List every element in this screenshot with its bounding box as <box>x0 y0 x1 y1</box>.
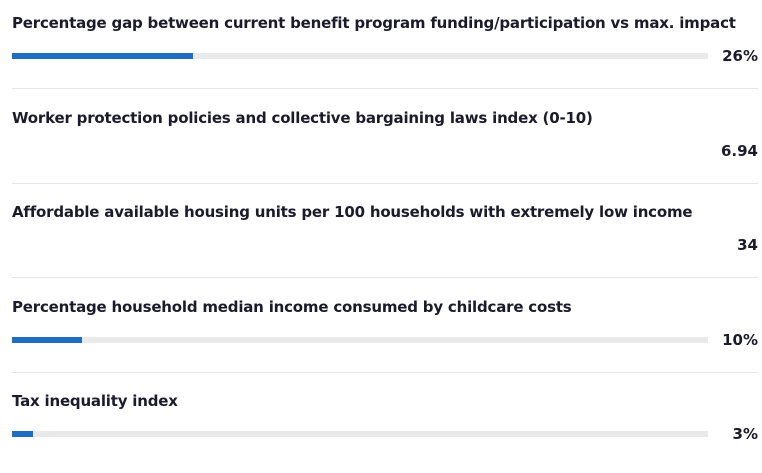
separator <box>12 88 758 89</box>
page: Percentage gap between current benefit p… <box>0 0 762 443</box>
bar-track <box>12 431 708 437</box>
indicator-row: Percentage gap between current benefit p… <box>0 0 762 95</box>
indicator-row: Percentage household median income consu… <box>0 284 762 379</box>
bar-track <box>12 53 708 59</box>
bar-fill <box>12 431 33 437</box>
indicator-row: Tax inequality index 3% <box>0 378 762 473</box>
indicator-row: Worker protection policies and collectiv… <box>0 95 762 190</box>
indicator-value: 3% <box>732 425 758 443</box>
indicator-value: 6.94 <box>720 141 758 160</box>
indicator-value: 10% <box>722 330 758 349</box>
indicator-label: Affordable available housing units per 1… <box>12 203 693 221</box>
separator <box>12 277 758 278</box>
separator <box>12 371 758 373</box>
indicator-row: Affordable available housing units per 1… <box>0 189 762 284</box>
indicator-label: Tax inequality index <box>12 392 178 410</box>
indicator-label: Worker protection policies and collectiv… <box>12 108 593 127</box>
separator <box>12 182 758 184</box>
bar-track <box>12 336 708 343</box>
indicator-value: 26% <box>722 47 758 65</box>
indicator-value: 34 <box>737 236 758 254</box>
indicator-label: Percentage household median income consu… <box>12 297 572 316</box>
bar-fill <box>12 336 82 343</box>
indicator-label: Percentage gap between current benefit p… <box>12 14 736 32</box>
bar-fill <box>12 53 193 59</box>
